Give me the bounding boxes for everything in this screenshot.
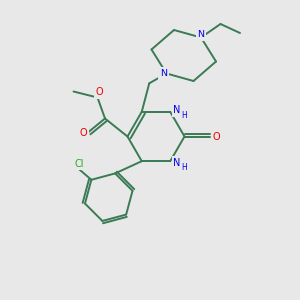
Text: Cl: Cl: [75, 159, 84, 169]
Text: H: H: [181, 111, 187, 120]
Text: O: O: [213, 131, 220, 142]
Text: N: N: [160, 69, 167, 78]
Text: O: O: [79, 128, 87, 139]
Text: N: N: [197, 30, 205, 39]
Text: N: N: [173, 158, 181, 168]
Text: O: O: [95, 87, 103, 97]
Text: N: N: [173, 105, 181, 115]
Text: H: H: [181, 163, 187, 172]
